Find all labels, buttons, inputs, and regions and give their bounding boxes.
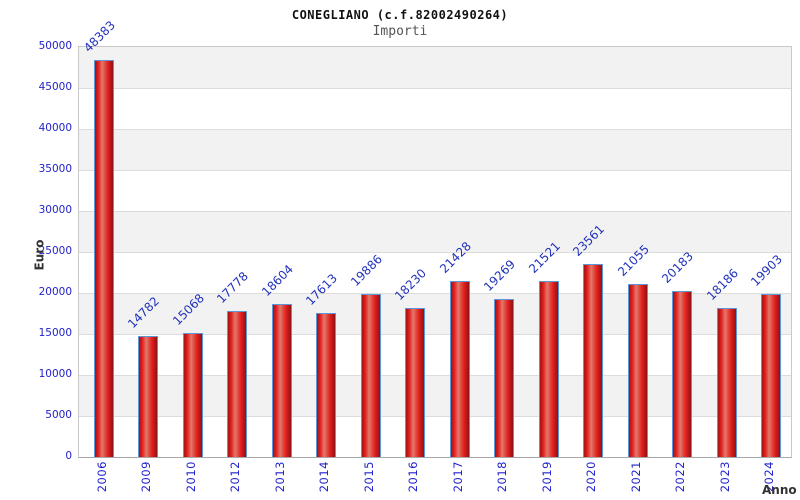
x-tick-label: 2015	[361, 461, 376, 493]
x-tick-label: 2020	[584, 461, 599, 493]
bar-2024	[761, 294, 781, 457]
plot-area: 48383 14782 15068 17778 18604 17613 19886 18230…	[78, 18, 792, 458]
y-tick-label: 10000	[38, 368, 72, 380]
gridline	[79, 416, 791, 417]
x-tick-label: 2017	[450, 461, 465, 493]
bar-2010	[182, 333, 203, 457]
y-tick-label: 45000	[38, 81, 72, 93]
y-tick-label: 5000	[45, 409, 72, 421]
plot-band	[79, 88, 791, 129]
bar-2015	[360, 294, 381, 457]
x-tick-label: 2013	[272, 461, 287, 493]
x-tick-label: 2009	[139, 461, 154, 493]
y-tick-label: 40000	[38, 122, 72, 134]
gridline	[79, 170, 791, 171]
x-axis-title: Anno	[762, 483, 797, 497]
y-tick-label: 30000	[38, 204, 72, 216]
plot-band	[79, 252, 791, 293]
gridline	[79, 252, 791, 253]
x-tick-label: 2006	[95, 461, 109, 493]
chart-title: CONEGLIANO (c.f.82002490264)	[291, 8, 509, 22]
bar-2013	[271, 304, 292, 457]
plot-band	[79, 47, 791, 88]
y-tick-label: 0	[65, 450, 72, 462]
bar-2018	[494, 299, 515, 457]
plot-band	[79, 170, 791, 211]
x-tick-label: 2019	[539, 461, 554, 493]
y-tick-label: 20000	[38, 286, 72, 298]
y-tick-label: 35000	[38, 163, 72, 175]
bar-2022	[672, 291, 693, 457]
x-tick-label: 2010	[183, 461, 198, 493]
bar-2021	[627, 284, 648, 457]
gridline	[79, 88, 791, 89]
gridline	[79, 334, 791, 335]
bar-2006	[94, 60, 114, 457]
gridline	[79, 211, 791, 212]
chart-subtitle: Importi	[372, 24, 428, 39]
x-tick-label: 2021	[628, 461, 643, 493]
bar-2009	[138, 336, 159, 457]
y-tick-label: 50000	[38, 40, 72, 52]
x-tick-label: 2014	[317, 461, 332, 493]
x-tick-label: 2016	[406, 461, 421, 493]
bar-2019	[538, 281, 559, 457]
x-tick-label: 2022	[673, 461, 688, 493]
gridline	[79, 293, 791, 294]
y-axis-title: Euro	[32, 239, 47, 271]
bar-2017	[449, 281, 470, 457]
gridline	[79, 375, 791, 376]
y-tick-label: 15000	[38, 327, 72, 339]
bar-2012	[227, 311, 248, 457]
plot-band	[79, 211, 791, 252]
bar-2016	[405, 308, 426, 457]
y-tick-label: 25000	[38, 245, 72, 257]
x-tick-label: 2018	[495, 461, 510, 493]
gridline	[79, 129, 791, 130]
bar-2023	[716, 308, 737, 457]
plot-band	[79, 129, 791, 170]
x-tick-label: 2012	[228, 461, 243, 493]
x-tick-label: 2023	[717, 461, 732, 493]
bar-2020	[583, 264, 604, 457]
bar-2014	[316, 313, 337, 457]
